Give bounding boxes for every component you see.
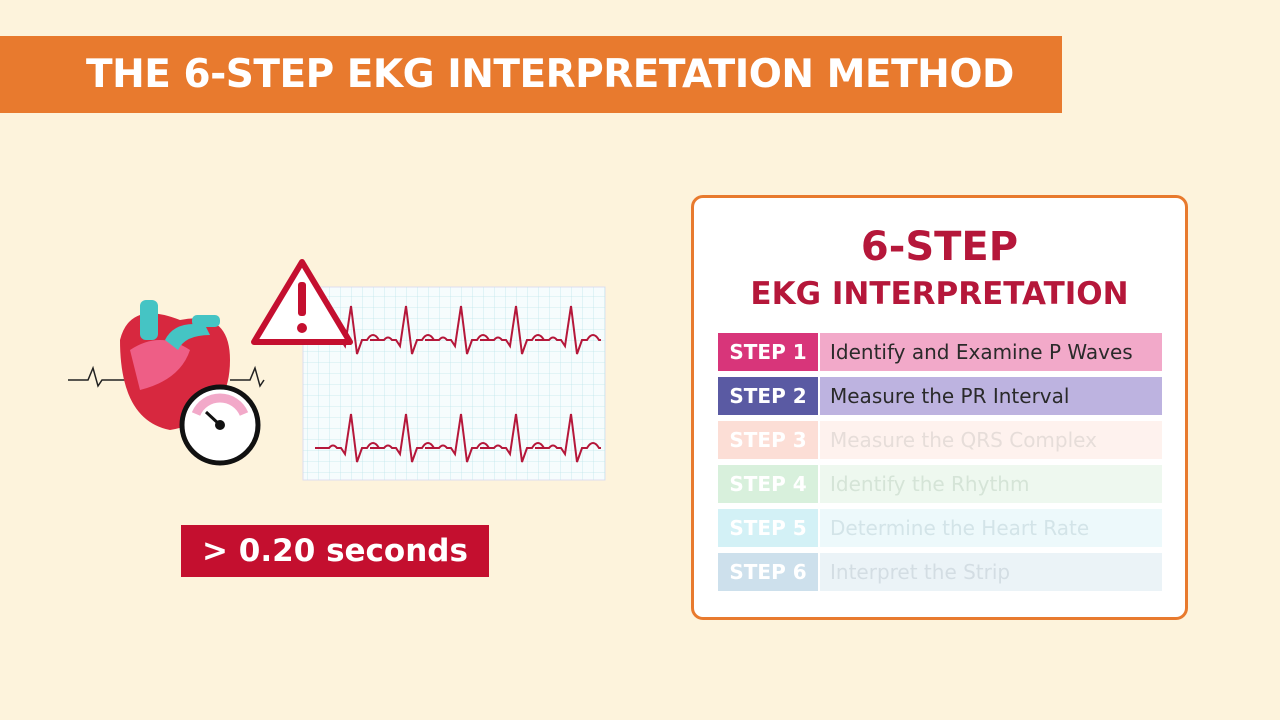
pulse-line bbox=[68, 365, 265, 388]
step-row: STEP 6 Interpret the Strip bbox=[718, 553, 1162, 591]
step-badge: STEP 3 bbox=[718, 421, 818, 459]
title: THE 6-STEP EKG INTERPRETATION METHOD bbox=[86, 52, 1014, 97]
step-badge: STEP 6 bbox=[718, 553, 818, 591]
warning-icon bbox=[251, 259, 353, 345]
panel-title: 6-STEP bbox=[860, 224, 1019, 270]
step-label: Determine the Heart Rate bbox=[820, 509, 1162, 547]
step-label: Measure the QRS Complex bbox=[820, 421, 1162, 459]
gauge-icon bbox=[179, 384, 261, 466]
steps-panel: 6-STEP EKG INTERPRETATION STEP 1 Identify… bbox=[691, 195, 1188, 620]
step-label: Identify and Examine P Waves bbox=[820, 333, 1162, 371]
step-row: STEP 3 Measure the QRS Complex bbox=[718, 421, 1162, 459]
step-row: STEP 1 Identify and Examine P Waves bbox=[718, 333, 1162, 371]
illustration bbox=[68, 259, 606, 481]
step-badge: STEP 1 bbox=[718, 333, 818, 371]
step-label: Interpret the Strip bbox=[820, 553, 1162, 591]
duration-label: > 0.20 seconds bbox=[181, 525, 489, 577]
step-row: STEP 2 Measure the PR Interval bbox=[718, 377, 1162, 415]
step-badge: STEP 2 bbox=[718, 377, 818, 415]
step-label: Identify the Rhythm bbox=[820, 465, 1162, 503]
step-badge: STEP 5 bbox=[718, 509, 818, 547]
title-banner: THE 6-STEP EKG INTERPRETATION METHOD bbox=[0, 36, 1062, 113]
step-row: STEP 4 Identify the Rhythm bbox=[718, 465, 1162, 503]
step-row: STEP 5 Determine the Heart Rate bbox=[718, 509, 1162, 547]
step-label: Measure the PR Interval bbox=[820, 377, 1162, 415]
heart-icon bbox=[120, 300, 230, 430]
step-list: STEP 1 Identify and Examine P Waves STEP … bbox=[718, 333, 1162, 597]
step-badge: STEP 4 bbox=[718, 465, 818, 503]
panel-subtitle: EKG INTERPRETATION bbox=[750, 276, 1129, 312]
